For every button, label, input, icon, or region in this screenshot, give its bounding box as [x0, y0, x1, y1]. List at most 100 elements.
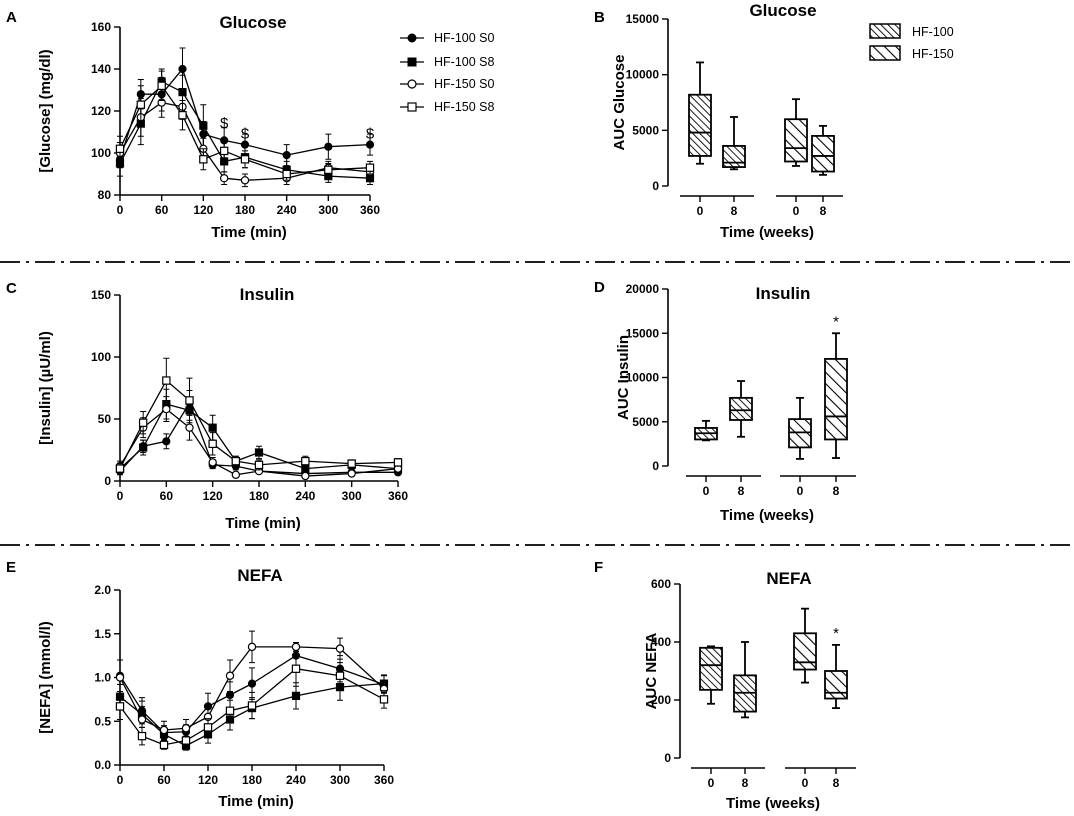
y-tick-label: 20000 [626, 282, 660, 296]
y-tick-label: 10000 [626, 68, 660, 82]
significance-marker: * [833, 625, 839, 642]
x-axis-label: Time (min) [211, 224, 287, 241]
data-point [240, 176, 250, 185]
y-tick-label: 1.0 [94, 671, 111, 685]
box-chart-legend: HF-100 HF-150 [869, 23, 954, 61]
y-tick-label: 400 [651, 635, 671, 649]
data-point [159, 725, 169, 735]
x-axis-label: Time (min) [218, 793, 294, 810]
y-axis-label: [Insulin] (µU/ml) [37, 331, 54, 445]
data-point [115, 673, 125, 682]
box-hf-150-week-0 [793, 607, 817, 684]
data-point [247, 642, 257, 652]
data-point [231, 470, 241, 479]
y-tick-label: 100 [91, 350, 111, 364]
data-point [225, 706, 235, 715]
data-point [240, 155, 250, 164]
legend-entry-hf100-s8: HF-100 S8 [400, 55, 494, 69]
box-hf-150-week-0 [788, 396, 812, 460]
x-axis-label: Time (weeks) [726, 795, 820, 812]
data-point [162, 376, 171, 385]
wide-hatch-swatch-icon [869, 45, 901, 61]
series-hf-150-s8 [115, 357, 403, 475]
chart-title: Glucose [219, 13, 286, 32]
legend-label: HF-150 S8 [434, 100, 494, 114]
data-point [115, 702, 125, 711]
data-point [365, 163, 375, 172]
data-point [335, 671, 345, 680]
y-axis-label: AUC Glucose [611, 55, 628, 151]
x-tick-label: 8 [820, 204, 827, 218]
x-tick-label: 60 [157, 773, 171, 787]
box-body [722, 145, 746, 168]
open-square-marker-icon [407, 102, 417, 112]
panel-letter: D [594, 279, 605, 296]
y-tick-label: 150 [91, 288, 111, 302]
data-point [254, 448, 264, 457]
data-point [208, 458, 217, 467]
data-point [379, 695, 389, 704]
data-point [291, 691, 301, 700]
x-tick-label: 60 [160, 489, 174, 503]
y-tick-label: 5000 [632, 415, 659, 429]
x-tick-label: 240 [295, 489, 315, 503]
panel-letter: B [594, 9, 605, 26]
box-body [784, 118, 808, 163]
y-tick-label: 5000 [632, 123, 659, 137]
x-tick-label: 0 [703, 484, 710, 498]
series-line [119, 401, 398, 475]
data-point [231, 456, 241, 466]
y-tick-label: 1.5 [94, 627, 111, 641]
box-body [688, 93, 712, 157]
legend-label: HF-100 S0 [434, 31, 494, 45]
x-tick-label: 0 [117, 773, 124, 787]
data-point [225, 690, 235, 700]
x-tick-label: 0 [797, 484, 804, 498]
series-line [119, 379, 399, 469]
x-tick-label: 180 [242, 773, 262, 787]
y-tick-label: 0 [652, 179, 659, 193]
data-point [139, 443, 148, 452]
x-axis-label: Time (weeks) [720, 507, 814, 524]
panel-letter: F [594, 559, 603, 576]
data-point [162, 437, 171, 446]
y-tick-label: 120 [91, 104, 111, 118]
x-tick-label: 180 [249, 489, 269, 503]
panel-e-nefa-line-chart: 0.0 0.5 1.0 1.5 2.0 E NEFA Time (min) [NEFA] (mm… [6, 559, 394, 810]
panel-letter: C [6, 280, 17, 297]
data-point [138, 418, 148, 427]
data-point [178, 110, 187, 120]
x-tick-label: 60 [155, 203, 169, 217]
box-body [699, 646, 723, 691]
series-line [119, 408, 399, 477]
y-axis-label: [NEFA] (mmol/l) [37, 621, 54, 734]
data-point [247, 701, 257, 710]
data-point [157, 81, 166, 90]
legend-label: HF-150 [912, 47, 954, 61]
data-point [181, 724, 191, 733]
box-hf-100-week-8 [722, 116, 746, 171]
data-point [136, 100, 146, 109]
panel-c-insulin-line-chart: 0 50 100 150 C Insulin Time (min) [Insulin] (µU… [6, 280, 408, 532]
y-tick-label: 15000 [626, 12, 660, 26]
box-body [793, 632, 817, 671]
y-axis-label: AUC Insulin [615, 335, 632, 420]
legend-label: HF-100 S8 [434, 55, 494, 69]
x-tick-label: 300 [318, 203, 338, 217]
x-tick-label: 0 [697, 204, 704, 218]
legend-label: HF-150 S0 [434, 77, 494, 91]
y-tick-label: 0.0 [94, 758, 111, 772]
panel-letter: E [6, 559, 16, 576]
data-point [347, 469, 356, 478]
box-body [824, 670, 848, 700]
box-hf-100-week-0 [694, 419, 718, 442]
data-point [208, 439, 217, 449]
filled-circle-marker-icon [407, 33, 417, 43]
data-point [115, 464, 125, 473]
x-tick-label: 0 [708, 776, 715, 790]
box-body [729, 396, 753, 421]
series-line [119, 403, 399, 470]
